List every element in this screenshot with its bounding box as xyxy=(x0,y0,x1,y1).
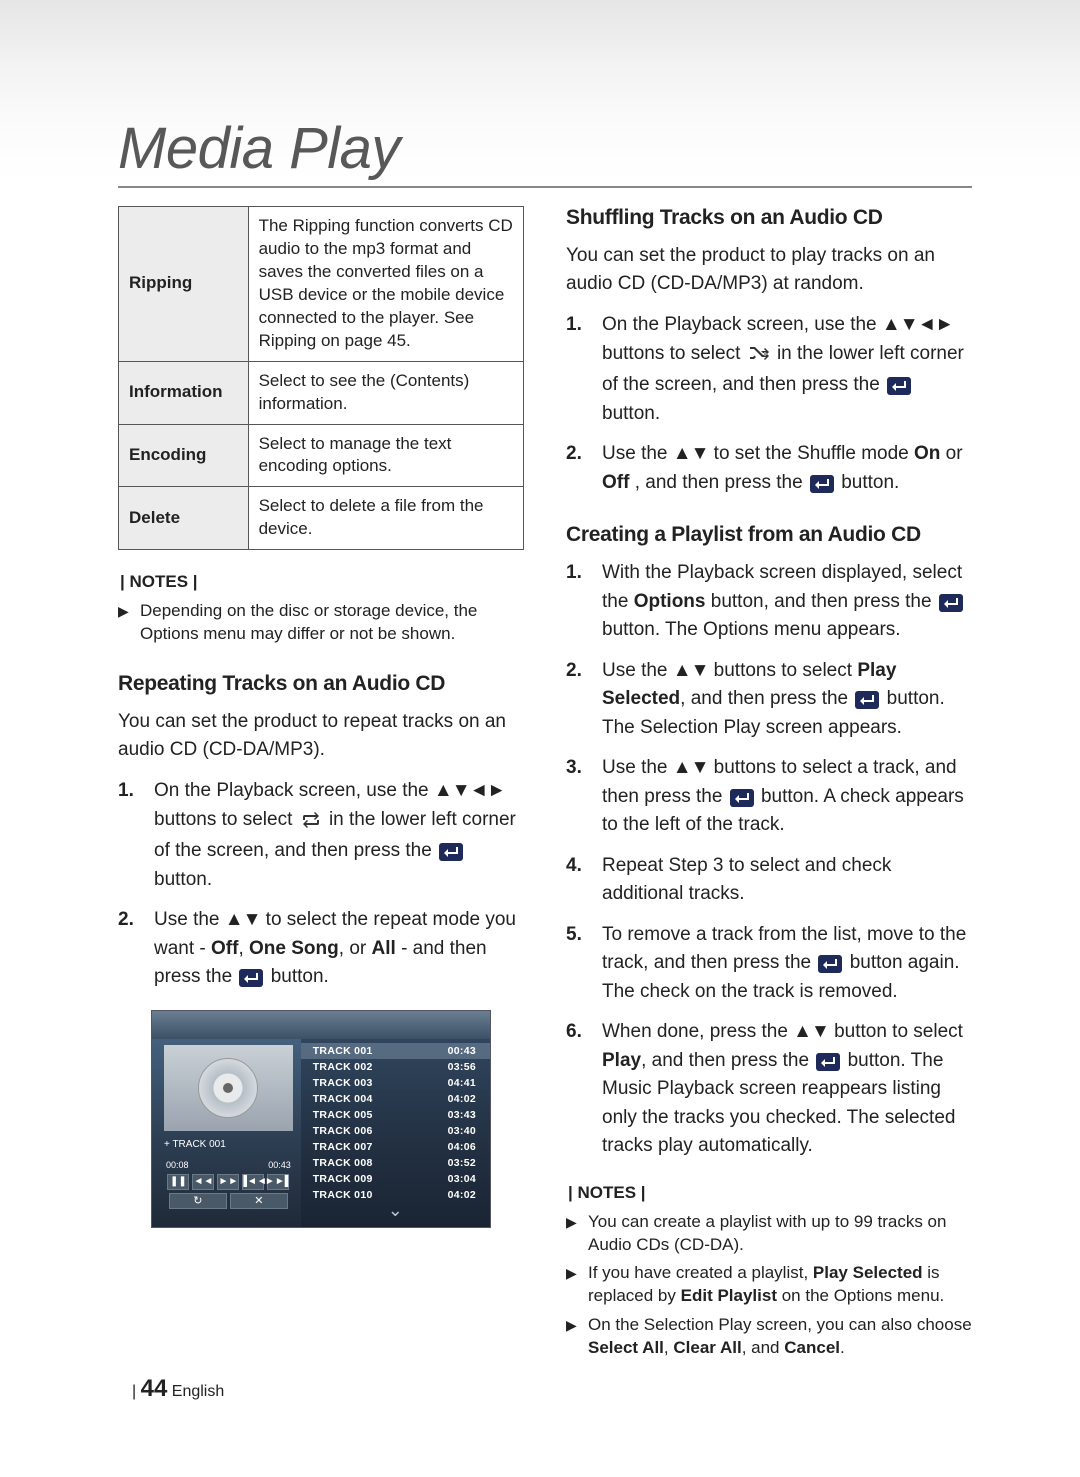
paragraph: You can set the product to repeat tracks… xyxy=(118,708,524,763)
track-row: TRACK 00404:02 xyxy=(301,1091,490,1107)
enter-icon xyxy=(818,955,842,973)
fastforward-icon: ►► xyxy=(217,1174,239,1190)
paragraph: You can set the product to play tracks o… xyxy=(566,242,972,297)
step-item: Use the ▲▼ to set the Shuffle mode On or… xyxy=(566,440,972,497)
note-item: ▶Depending on the disc or storage device… xyxy=(118,600,524,646)
note-item: ▶You can create a playlist with up to 99… xyxy=(566,1211,972,1257)
pause-icon: ❚❚ xyxy=(167,1174,189,1190)
page-title: Media Play xyxy=(118,115,972,188)
track-row: TRACK 00203:56 xyxy=(301,1059,490,1075)
step-item: On the Playback screen, use the ▲▼◄► but… xyxy=(118,777,524,894)
enter-icon xyxy=(939,594,963,612)
track-list: TRACK 00100:43 TRACK 00203:56 TRACK 0030… xyxy=(301,1043,490,1203)
playlist-steps: With the Playback screen displayed, sele… xyxy=(566,559,972,1161)
current-track: + TRACK 001 xyxy=(164,1139,293,1150)
player-controls: ❚❚ ◄◄ ►► ▐◄◄ ►►▌ xyxy=(164,1174,293,1190)
player-controls-row2: ↻ ✕ xyxy=(164,1193,293,1209)
triangle-icon: ▶ xyxy=(566,1314,588,1360)
repeat-icon xyxy=(300,809,322,838)
table-row: RippingThe Ripping function converts CD … xyxy=(119,207,524,362)
step-item: Repeat Step 3 to select and check additi… xyxy=(566,852,972,909)
options-table: RippingThe Ripping function converts CD … xyxy=(118,206,524,550)
page-number: 44 xyxy=(141,1375,168,1402)
notes-label: | NOTES | xyxy=(120,572,524,592)
enter-icon xyxy=(810,475,834,493)
rewind-icon: ◄◄ xyxy=(192,1174,214,1190)
step-item: To remove a track from the list, move to… xyxy=(566,921,972,1007)
notes-label: | NOTES | xyxy=(568,1183,972,1203)
table-row: InformationSelect to see the (Contents) … xyxy=(119,361,524,424)
shuffle-btn-icon: ✕ xyxy=(230,1193,288,1209)
step-item: Use the ▲▼ buttons to select Play Select… xyxy=(566,657,972,743)
cd-art xyxy=(164,1045,293,1131)
repeat-btn-icon: ↻ xyxy=(169,1193,227,1209)
enter-icon xyxy=(855,691,879,709)
triangle-icon: ▶ xyxy=(566,1262,588,1308)
enter-icon xyxy=(816,1053,840,1071)
page-footer: | 44 English xyxy=(132,1375,224,1403)
section-title-shuffle: Shuffling Tracks on an Audio CD xyxy=(566,206,972,230)
table-row: EncodingSelect to manage the text encodi… xyxy=(119,424,524,487)
table-row: DeleteSelect to delete a file from the d… xyxy=(119,487,524,550)
track-row: TRACK 00903:04 xyxy=(301,1171,490,1187)
time-bar: 00:0800:43 xyxy=(164,1160,293,1170)
track-row: TRACK 00603:40 xyxy=(301,1123,490,1139)
track-row: TRACK 00304:41 xyxy=(301,1075,490,1091)
section-title-repeat: Repeating Tracks on an Audio CD xyxy=(118,672,524,696)
note-item: ▶On the Selection Play screen, you can a… xyxy=(566,1314,972,1360)
player-titlebar: ☰ Options xyxy=(152,1011,490,1039)
track-row: TRACK 00803:52 xyxy=(301,1155,490,1171)
step-item: With the Playback screen displayed, sele… xyxy=(566,559,972,645)
enter-icon xyxy=(730,789,754,807)
track-row: TRACK 00503:43 xyxy=(301,1107,490,1123)
step-item: On the Playback screen, use the ▲▼◄► but… xyxy=(566,311,972,428)
step-item: Use the ▲▼ buttons to select a track, an… xyxy=(566,754,972,840)
skip-next-icon: ►►▌ xyxy=(267,1174,289,1190)
step-item: Use the ▲▼ to select the repeat mode you… xyxy=(118,906,524,992)
triangle-icon: ▶ xyxy=(118,600,140,646)
note-item: ▶If you have created a playlist, Play Se… xyxy=(566,1262,972,1308)
skip-prev-icon: ▐◄◄ xyxy=(242,1174,264,1190)
track-row: TRACK 00100:43 xyxy=(301,1043,490,1059)
enter-icon xyxy=(887,377,911,395)
track-row: TRACK 00704:06 xyxy=(301,1139,490,1155)
step-item: When done, press the ▲▼ button to select… xyxy=(566,1018,972,1161)
triangle-icon: ▶ xyxy=(566,1211,588,1257)
shuffle-steps: On the Playback screen, use the ▲▼◄► but… xyxy=(566,311,972,497)
section-title-playlist: Creating a Playlist from an Audio CD xyxy=(566,523,972,547)
enter-icon xyxy=(239,969,263,987)
chevron-down-icon: ⌄ xyxy=(301,1203,490,1223)
shuffle-icon xyxy=(748,343,770,372)
enter-icon xyxy=(439,843,463,861)
player-screenshot: ☰ Options + TRACK 001 00:0800:43 ❚❚ ◄◄ ►… xyxy=(151,1010,491,1228)
repeat-steps: On the Playback screen, use the ▲▼◄► but… xyxy=(118,777,524,992)
